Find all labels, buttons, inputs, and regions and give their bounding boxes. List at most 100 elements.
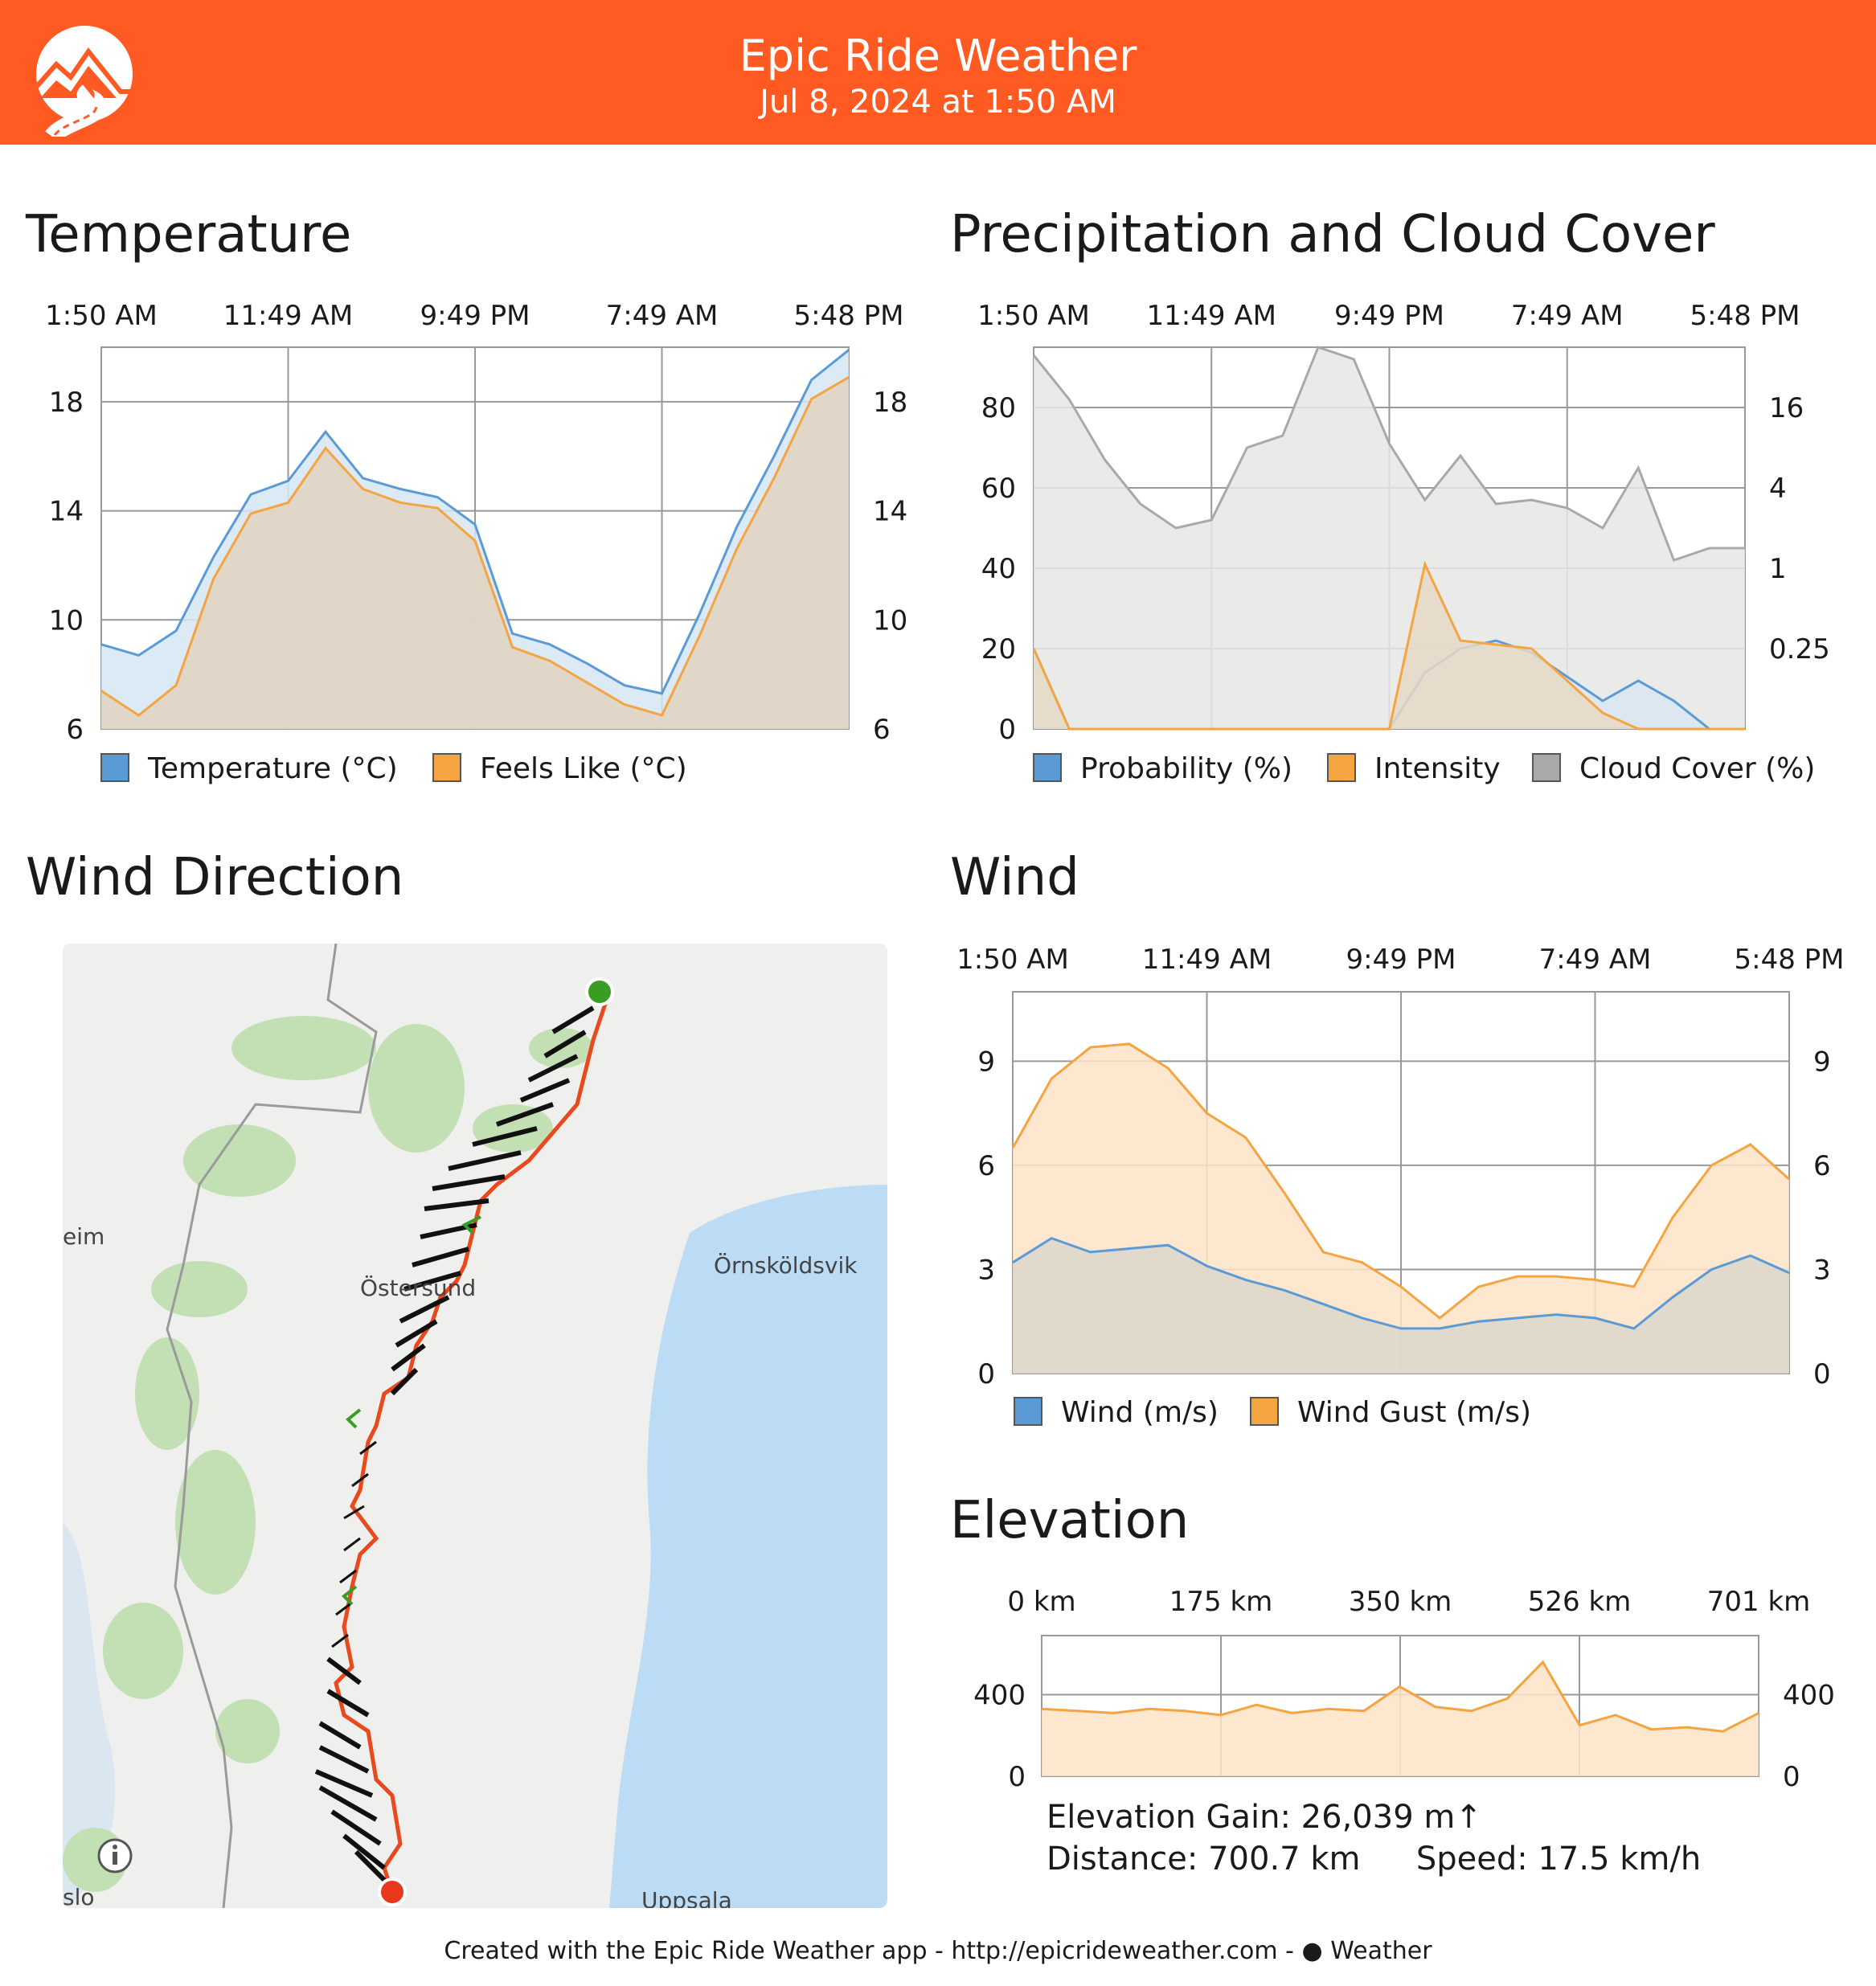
temperature-y-right-tick-label: 14 <box>873 496 907 528</box>
precipitation-y-tick-label: 0 <box>998 714 1016 746</box>
wind-legend-swatch-wind-gust-m-s <box>1250 1397 1279 1426</box>
map-label-uppsala: Uppsala <box>641 1887 732 1908</box>
wind-series-wind-gust-m-s-line <box>1011 1042 1790 1320</box>
precipitation-y-tick-label: 40 <box>981 553 1016 585</box>
elevation-series-elevation-line <box>1041 1660 1759 1733</box>
precipitation-series-intensity-area <box>1034 564 1745 729</box>
wind-y-right-tick-label: 3 <box>1813 1254 1831 1286</box>
precipitation-series-cloud-cover-line <box>1032 346 1745 562</box>
wind-direction-map[interactable]: Östersund Örnsköldsvik eim slo Uppsala <box>63 944 887 1908</box>
wind-x-tick-label: 7:49 AM <box>1539 944 1652 976</box>
precipitation-legend-swatch-probability <box>1033 753 1062 782</box>
elevation-x-tick-label: 701 km <box>1707 1586 1811 1618</box>
wind-legend-label-wind-gust-m-s: Wind Gust (m/s) <box>1297 1396 1531 1429</box>
elevation-y-right-tick-label: 0 <box>1783 1761 1800 1793</box>
wind-series-wind-m-s-area <box>1013 1238 1789 1374</box>
temperature-x-tick-label: 7:49 AM <box>606 300 719 332</box>
precipitation-y-right-tick-label: 1 <box>1769 553 1787 585</box>
temperature-y-right-tick-label: 10 <box>873 604 907 637</box>
precipitation-x-tick-label: 1:50 AM <box>977 300 1090 332</box>
wind-x-tick-label: 9:49 PM <box>1346 944 1456 976</box>
temperature-y-tick-label: 14 <box>49 496 84 528</box>
end-marker-icon <box>378 1877 407 1906</box>
precipitation-y-tick-label: 60 <box>981 473 1016 505</box>
elevation-series-elevation-area <box>1042 1662 1759 1776</box>
precipitation-title: Precipitation and Cloud Cover <box>950 205 1715 264</box>
wind-y-tick-label: 0 <box>977 1358 995 1390</box>
precipitation-x-tick-label: 11:49 AM <box>1147 300 1276 332</box>
precipitation-x-tick-label: 9:49 PM <box>1334 300 1444 332</box>
wind-y-tick-label: 6 <box>977 1150 995 1182</box>
map-label-eim: eim <box>63 1223 104 1250</box>
temperature-legend-label-feels-like-c: Feels Like (°C) <box>480 752 687 785</box>
report-date: Jul 8, 2024 at 1:50 AM <box>760 84 1116 121</box>
temperature-legend-swatch-temperature-c <box>100 753 129 782</box>
precipitation-series-intensity-line <box>1032 560 1745 731</box>
wind-direction-title: Wind Direction <box>26 848 404 907</box>
precipitation-series-cloud-cover-area <box>1034 347 1745 729</box>
temperature-x-tick-label: 1:50 AM <box>45 300 158 332</box>
wind-series-wind-m-s-line <box>1012 1236 1790 1330</box>
precipitation-y-tick-label: 80 <box>981 392 1016 424</box>
temperature-y-right-tick-label: 18 <box>873 387 907 419</box>
footer: Created with the Epic Ride Weather app -… <box>0 1937 1876 1965</box>
total-distance: Distance: 700.7 km <box>1047 1841 1361 1877</box>
temperature-legend-swatch-feels-like-c <box>432 753 461 782</box>
temperature-y-right-tick-label: 6 <box>873 714 891 746</box>
precipitation-y-tick-label: 20 <box>981 633 1016 665</box>
app-title: Epic Ride Weather <box>739 31 1137 81</box>
precipitation-y-right-tick-label: 4 <box>1769 473 1787 505</box>
precipitation-legend-label-intensity: Intensity <box>1374 752 1501 785</box>
elevation-y-right-tick-label: 400 <box>1783 1680 1835 1712</box>
elevation-x-tick-label: 175 km <box>1169 1586 1273 1618</box>
temperature-y-tick-label: 18 <box>49 387 84 419</box>
map-label-ostersund: Östersund <box>360 1274 476 1301</box>
temperature-x-tick-label: 9:49 PM <box>420 300 530 332</box>
map-label-ornskoldsvik: Örnsköldsvik <box>714 1251 858 1279</box>
precipitation-legend-label-probability: Probability (%) <box>1080 752 1292 785</box>
wind-y-tick-label: 3 <box>977 1254 995 1286</box>
wind-y-right-tick-label: 9 <box>1813 1046 1831 1078</box>
precipitation-x-tick-label: 5:48 PM <box>1690 300 1800 332</box>
elevation-y-tick-label: 400 <box>973 1680 1026 1712</box>
temperature-y-tick-label: 10 <box>49 604 84 637</box>
wind-x-tick-label: 11:49 AM <box>1142 944 1272 976</box>
elevation-stats: Elevation Gain: 26,039 m↑ Distance: 700.… <box>1047 1796 1701 1880</box>
precipitation-y-right-tick-label: 16 <box>1769 392 1804 424</box>
temperature-series-temperature-c-line <box>100 349 850 695</box>
info-icon[interactable] <box>97 1838 133 1873</box>
precipitation-legend-label-cloud-cover: Cloud Cover (%) <box>1579 752 1815 785</box>
precipitation-y-right-tick-label: 0.25 <box>1769 633 1830 665</box>
elevation-x-tick-label: 0 km <box>1007 1586 1075 1618</box>
precipitation-legend-swatch-intensity <box>1327 753 1356 782</box>
elevation-x-tick-label: 526 km <box>1528 1586 1632 1618</box>
app-header: Epic Ride Weather Jul 8, 2024 at 1:50 AM <box>0 0 1876 145</box>
footer-credit: Created with the Epic Ride Weather app -… <box>444 1937 1302 1965</box>
wind-x-tick-label: 1:50 AM <box>956 944 1069 976</box>
elevation-gain: Elevation Gain: 26,039 m↑ <box>1047 1799 1482 1836</box>
temperature-legend-label-temperature-c: Temperature (°C) <box>147 752 398 785</box>
precipitation-x-tick-label: 7:49 AM <box>1511 300 1624 332</box>
apple-icon: ● <box>1301 1937 1323 1965</box>
wind-title: Wind <box>950 848 1079 907</box>
wind-y-tick-label: 9 <box>977 1046 995 1078</box>
map-label-slo: slo <box>63 1884 95 1908</box>
wind-y-right-tick-label: 0 <box>1813 1358 1831 1390</box>
wind-x-tick-label: 5:48 PM <box>1735 944 1845 976</box>
epic-ride-logo-icon <box>8 26 161 137</box>
elevation-x-tick-label: 350 km <box>1349 1586 1452 1618</box>
temperature-x-tick-label: 5:48 PM <box>794 300 904 332</box>
temperature-series-feels-like-c-area <box>101 377 849 729</box>
average-speed: Speed: 17.5 km/h <box>1415 1841 1702 1877</box>
footer-weather-label: Weather <box>1330 1937 1432 1965</box>
temperature-title: Temperature <box>26 205 352 264</box>
temperature-series-feels-like-c-line <box>100 376 850 717</box>
wind-y-right-tick-label: 6 <box>1813 1150 1831 1182</box>
temperature-x-tick-label: 11:49 AM <box>223 300 353 332</box>
elevation-title: Elevation <box>950 1491 1190 1550</box>
precipitation-legend-swatch-cloud-cover <box>1532 753 1561 782</box>
